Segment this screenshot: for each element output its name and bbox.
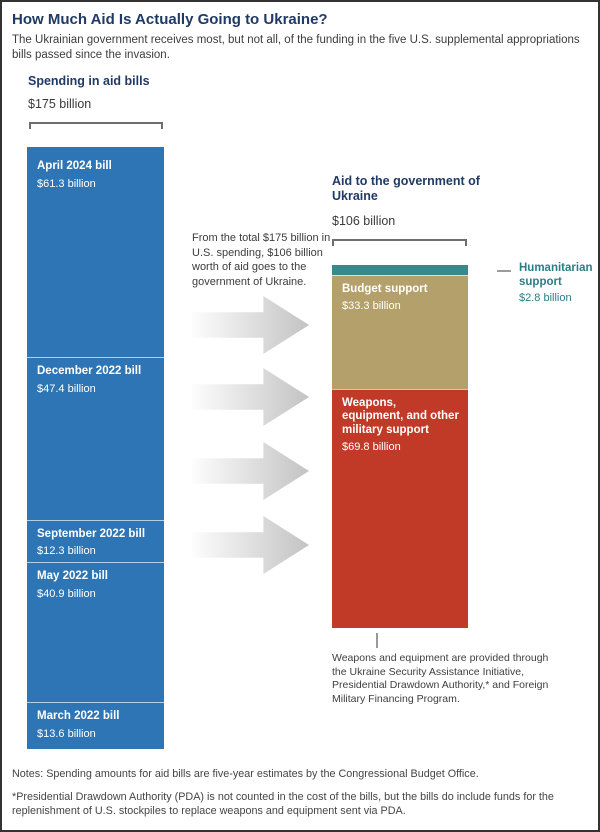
aid-segment — [332, 265, 468, 275]
humanitarian-callout-line — [497, 270, 511, 272]
aid-bracket — [332, 239, 467, 246]
page-subtitle: The Ukrainian government receives most, … — [12, 34, 580, 61]
aid-heading: Aid to the government of Ukraine — [332, 174, 480, 203]
spending-segment-label: April 2024 bill — [37, 160, 112, 172]
humanitarian-callout-label: Humanitarian support — [519, 262, 593, 288]
spending-segment-label: December 2022 bill — [37, 365, 142, 378]
spending-column: April 2024 bill $61.3 billion December 202… — [27, 147, 164, 749]
flow-annotation: From the total $175 billion in U.S. spen… — [192, 232, 331, 288]
page-title: How Much Aid Is Actually Going to Ukrain… — [12, 11, 328, 28]
aid-segment: Weapons, equipment, and other military s… — [332, 388, 468, 629]
aid-segment-value: $33.3 billion — [342, 300, 401, 313]
spending-segment-label: September 2022 bill — [37, 527, 146, 540]
aid-column: Budget support $33.3 billion Weapons, equi… — [332, 265, 468, 629]
aid-segment-label: Weapons, equipment, and other military s… — [342, 396, 459, 436]
flow-arrow-icon — [192, 368, 309, 426]
spending-segment-value: $61.3 billion — [37, 177, 96, 190]
spending-segment: March 2022 bill $13.6 billion — [27, 702, 164, 749]
flow-arrow-icon — [192, 296, 309, 354]
spending-segment-value: $12.3 billion — [37, 545, 96, 558]
spending-bracket — [29, 122, 163, 129]
aid-segment: Budget support $33.3 billion — [332, 274, 468, 389]
spending-segment: September 2022 bill $12.3 billion — [27, 519, 164, 563]
spending-segment: December 2022 bill $47.4 billion — [27, 357, 164, 520]
notes-line: Notes: Spending amounts for aid bills ar… — [12, 768, 479, 780]
spending-segment-label: May 2022 bill — [37, 570, 108, 583]
aid-segment-label: Budget support — [342, 282, 428, 295]
spending-segment-value: $47.4 billion — [37, 382, 96, 395]
spending-segment: April 2024 bill $61.3 billion — [27, 147, 164, 358]
humanitarian-callout: Humanitarian support $2.8 billion — [519, 261, 598, 304]
spending-segment: May 2022 bill $40.9 billion — [27, 562, 164, 703]
notes-footnote: *Presidential Drawdown Authority (PDA) i… — [12, 791, 554, 817]
aid-total: $106 billion — [332, 214, 396, 228]
aid-segment-value: $69.8 billion — [342, 441, 401, 454]
spending-total: $175 billion — [28, 97, 92, 111]
spending-segment-value: $40.9 billion — [37, 587, 96, 600]
humanitarian-callout-value: $2.8 billion — [519, 292, 572, 304]
flow-arrow-icon — [192, 516, 309, 574]
spending-segment-label: March 2022 bill — [37, 710, 120, 723]
spending-segment-value: $13.6 billion — [37, 727, 96, 740]
spending-heading: Spending in aid bills — [28, 74, 150, 88]
military-footnote: Weapons and equipment are provided throu… — [332, 652, 549, 705]
flow-arrow-icon — [192, 442, 309, 500]
military-footnote-tick — [376, 633, 378, 648]
